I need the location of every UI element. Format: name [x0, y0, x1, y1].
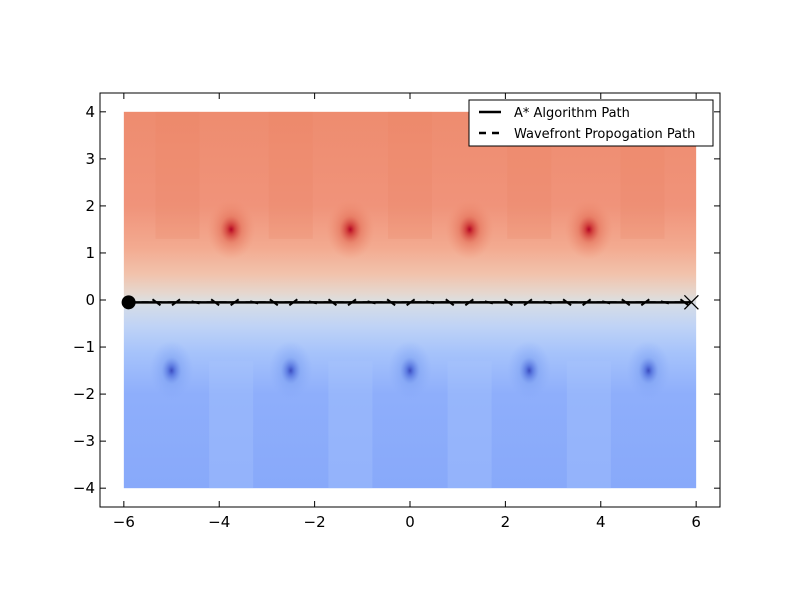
wavefront-segment: [151, 298, 162, 307]
axis-ticks: −6 −4 −2 0 2 4 6 −4 −3 −2 −1 0 1 2 3 4: [73, 93, 720, 531]
wavefront-segment: [640, 298, 650, 307]
wavefront-segment: [464, 298, 474, 307]
y-tick-label: −1: [73, 338, 95, 356]
wavefront-segment: [230, 298, 240, 307]
field-band-positive: [268, 111, 313, 239]
x-tick-label: −6: [113, 513, 135, 531]
wavefront-segment: [503, 298, 514, 307]
field-band-negative: [209, 361, 254, 489]
field-band-positive: [388, 111, 432, 239]
negative-source: [507, 340, 552, 401]
y-tick-label: 3: [85, 150, 95, 168]
wavefront-segment: [171, 298, 181, 307]
field-band-positive: [155, 111, 200, 239]
field-background: [123, 111, 697, 489]
x-tick-label: 4: [596, 513, 606, 531]
y-tick-label: −2: [73, 385, 95, 403]
x-tick-label: −2: [304, 513, 326, 531]
wavefront-segment: [621, 298, 631, 307]
wavefront-segment: [347, 298, 357, 307]
legend-box: [468, 99, 714, 147]
wavefront-segment: [210, 298, 220, 307]
negative-source: [268, 340, 313, 401]
wavefront-segment: [308, 300, 318, 305]
wavefront-segment: [582, 298, 592, 307]
start-marker: [121, 295, 136, 310]
y-tick-label: 2: [85, 197, 95, 215]
wavefront-segment: [601, 300, 611, 305]
wavefront-segment: [484, 300, 494, 305]
negative-source: [626, 340, 671, 401]
field-band-negative: [328, 361, 373, 489]
wavefront-segment: [327, 298, 338, 307]
axes-frame: [99, 92, 721, 508]
wavefront-segment: [543, 300, 552, 305]
legend-label: Wavefront Propogation Path: [514, 127, 695, 142]
wavefront-segment: [660, 300, 670, 305]
positive-source: [207, 199, 256, 260]
potential-field: [123, 111, 697, 489]
field-band-negative: [566, 361, 611, 489]
wavefront-segment: [249, 300, 259, 305]
y-tick-label: 0: [85, 291, 95, 309]
wavefront-segment: [523, 298, 533, 307]
wavefront-segment: [367, 300, 376, 305]
x-tick-label: 0: [405, 513, 415, 531]
y-tick-label: 4: [85, 103, 95, 121]
x-tick-label: 6: [691, 513, 701, 531]
wavefront-segment: [425, 300, 435, 305]
positive-source: [445, 199, 494, 260]
wavefront-segment: [562, 298, 572, 307]
legend: A* Algorithm Path Wavefront Propogation P…: [468, 99, 714, 147]
goal-marker: [683, 294, 699, 310]
x-tick-label: 2: [501, 513, 511, 531]
y-tick-label: 1: [85, 244, 95, 262]
x-tick-label: −4: [208, 513, 230, 531]
negative-source: [388, 340, 432, 401]
legend-label: A* Algorithm Path: [514, 106, 630, 121]
wavefront-segment: [191, 300, 200, 305]
wavefront-segment: [386, 298, 396, 307]
wavefront-segment: [406, 298, 416, 307]
positive-source: [326, 199, 375, 260]
wavefront-segment: [269, 298, 279, 307]
y-tick-label: −4: [73, 479, 95, 497]
wavefront-segment: [445, 298, 455, 307]
wavefront-segment: [679, 298, 690, 307]
y-tick-label: −3: [73, 432, 95, 450]
paths: [121, 294, 699, 310]
negative-source: [149, 340, 194, 401]
field-band-negative: [447, 361, 492, 489]
wavefront-segment: [288, 298, 298, 307]
positive-source: [564, 199, 613, 260]
